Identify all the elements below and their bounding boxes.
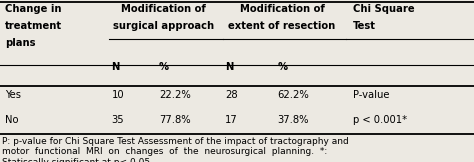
Text: 28: 28 [225,90,238,100]
Text: motor  functional  MRI  on  changes  of  the  neurosurgical  planning.  *:: motor functional MRI on changes of the n… [2,147,328,156]
Text: p < 0.001*: p < 0.001* [353,115,407,125]
Text: N: N [111,62,120,72]
Text: P-value: P-value [353,90,390,100]
Text: Modification of: Modification of [121,4,206,14]
Text: Yes: Yes [5,90,21,100]
Text: P: p-value for Chi Square Test Assessment of the impact of tractography and: P: p-value for Chi Square Test Assessmen… [2,137,349,146]
Text: 22.2%: 22.2% [159,90,191,100]
Text: %: % [277,62,287,72]
Text: plans: plans [5,38,35,48]
Text: N: N [225,62,234,72]
Text: Statiscally significant at p< 0.05.: Statiscally significant at p< 0.05. [2,158,154,162]
Text: Chi Square: Chi Square [353,4,415,14]
Text: 10: 10 [111,90,124,100]
Text: Test: Test [353,21,376,31]
Text: extent of resection: extent of resection [228,21,336,31]
Text: Change in: Change in [5,4,61,14]
Text: No: No [5,115,18,125]
Text: 17: 17 [225,115,238,125]
Text: 35: 35 [111,115,124,125]
Text: Modification of: Modification of [239,4,325,14]
Text: surgical approach: surgical approach [113,21,214,31]
Text: %: % [159,62,169,72]
Text: 77.8%: 77.8% [159,115,191,125]
Text: 62.2%: 62.2% [277,90,309,100]
Text: treatment: treatment [5,21,62,31]
Text: 37.8%: 37.8% [277,115,309,125]
